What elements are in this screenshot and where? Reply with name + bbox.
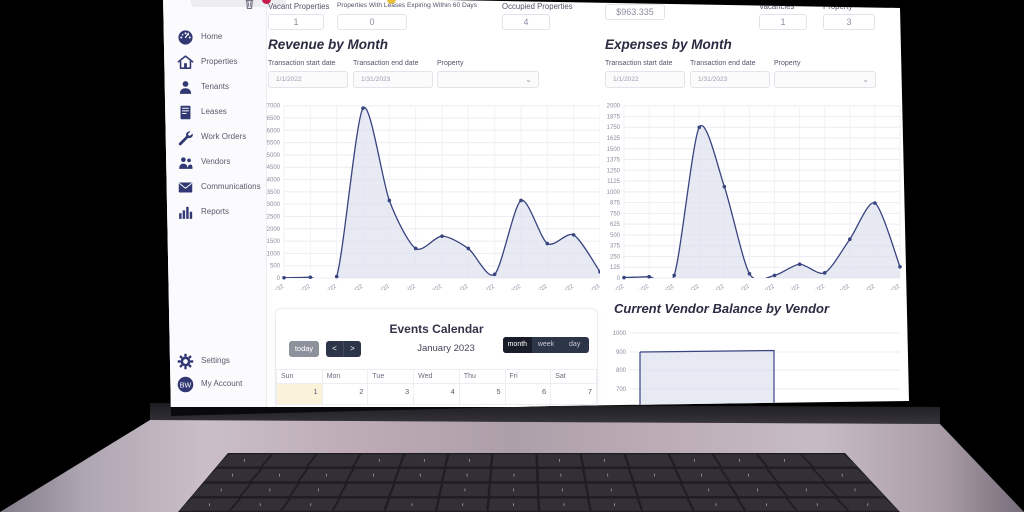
svg-text:0: 0 xyxy=(617,276,621,282)
svg-text:1500: 1500 xyxy=(267,239,281,245)
svg-text:1875: 1875 xyxy=(607,114,621,120)
svg-text:Jan/23: Jan/23 xyxy=(583,284,600,290)
svg-text:3500: 3500 xyxy=(267,190,281,196)
svg-text:700: 700 xyxy=(616,387,627,393)
svg-text:Jun/22: Jun/22 xyxy=(733,284,751,290)
svg-text:5500: 5500 xyxy=(267,141,281,147)
svg-text:Jun/22: Jun/22 xyxy=(399,284,417,290)
svg-text:Dec/22: Dec/22 xyxy=(883,284,901,290)
svg-text:7000: 7000 xyxy=(267,104,281,110)
svg-text:1500: 1500 xyxy=(607,147,621,153)
svg-text:Feb/22: Feb/22 xyxy=(632,284,650,290)
svg-text:875: 875 xyxy=(610,201,621,207)
svg-text:Jul/22: Jul/22 xyxy=(427,284,443,290)
svg-text:6000: 6000 xyxy=(267,128,281,134)
svg-text:900: 900 xyxy=(616,350,627,356)
svg-text:Feb/22: Feb/22 xyxy=(293,284,311,290)
svg-text:Jul/22: Jul/22 xyxy=(760,284,776,290)
svg-text:Mar/22: Mar/22 xyxy=(657,284,675,290)
svg-text:125: 125 xyxy=(610,265,621,271)
svg-text:750: 750 xyxy=(610,211,621,217)
svg-text:1375: 1375 xyxy=(607,158,621,164)
svg-text:1000: 1000 xyxy=(267,251,281,257)
svg-text:5000: 5000 xyxy=(267,153,281,159)
svg-text:1000: 1000 xyxy=(607,190,621,196)
svg-text:1125: 1125 xyxy=(607,179,621,185)
svg-text:May/22: May/22 xyxy=(371,284,390,290)
svg-text:Nov/22: Nov/22 xyxy=(530,284,548,290)
svg-text:2000: 2000 xyxy=(267,227,281,233)
svg-text:1625: 1625 xyxy=(607,136,621,142)
svg-text:3000: 3000 xyxy=(267,202,281,208)
svg-text:Jan/22: Jan/22 xyxy=(607,284,625,290)
svg-text:Apr/22: Apr/22 xyxy=(683,284,700,290)
svg-text:Dec/22: Dec/22 xyxy=(556,284,574,290)
svg-text:Oct/22: Oct/22 xyxy=(834,284,851,290)
svg-text:2500: 2500 xyxy=(267,214,281,220)
svg-text:Sep/22: Sep/22 xyxy=(807,284,825,290)
svg-text:4000: 4000 xyxy=(267,178,281,184)
svg-text:6500: 6500 xyxy=(267,116,281,122)
svg-text:May/22: May/22 xyxy=(706,284,725,290)
svg-text:1250: 1250 xyxy=(607,168,621,174)
svg-text:Oct/22: Oct/22 xyxy=(505,284,522,290)
svg-text:2000: 2000 xyxy=(607,104,621,110)
svg-text:500: 500 xyxy=(270,264,281,270)
svg-text:BW: BW xyxy=(180,381,192,389)
svg-text:250: 250 xyxy=(610,254,621,260)
svg-text:1750: 1750 xyxy=(607,125,621,131)
svg-text:800: 800 xyxy=(616,368,627,374)
svg-text:Apr/22: Apr/22 xyxy=(347,284,364,290)
svg-text:Sep/22: Sep/22 xyxy=(477,284,495,290)
svg-text:Aug/22: Aug/22 xyxy=(451,284,469,290)
svg-text:Mar/22: Mar/22 xyxy=(320,284,338,290)
svg-text:375: 375 xyxy=(610,244,621,250)
svg-text:Aug/22: Aug/22 xyxy=(782,284,800,290)
svg-text:4500: 4500 xyxy=(267,165,281,171)
svg-text:Jan/22: Jan/22 xyxy=(267,284,285,290)
svg-text:Nov/22: Nov/22 xyxy=(858,284,876,290)
svg-text:1000: 1000 xyxy=(613,331,627,337)
svg-text:0: 0 xyxy=(277,276,281,282)
svg-text:625: 625 xyxy=(610,222,621,228)
svg-text:500: 500 xyxy=(610,233,621,239)
